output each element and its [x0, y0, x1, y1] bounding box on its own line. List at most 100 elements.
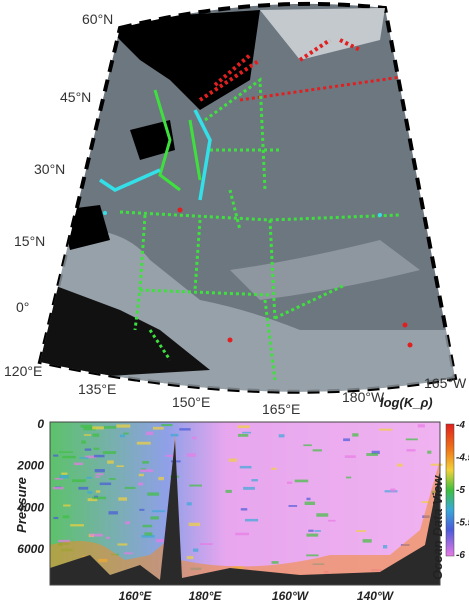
lat-label: 30°N: [34, 161, 65, 177]
x-tick-label: 160°E: [119, 589, 153, 603]
texture: [189, 485, 202, 487]
texture: [200, 543, 213, 545]
texture: [79, 457, 88, 459]
lon-label: 135°E: [78, 381, 116, 397]
texture: [84, 434, 91, 436]
texture: [161, 424, 172, 426]
texture: [152, 510, 165, 512]
colorbar-tick-label: -5.5: [456, 518, 469, 529]
colorbar-credit: Ocean Data View: [430, 475, 445, 580]
lon-label: 180°W: [342, 389, 385, 405]
texture: [106, 537, 110, 539]
texture: [235, 533, 249, 535]
texture: [61, 473, 67, 475]
texture: [243, 487, 255, 490]
texture: [81, 425, 93, 428]
texture: [241, 508, 247, 510]
texture: [345, 455, 356, 458]
texture: [94, 455, 105, 457]
texture: [95, 469, 105, 472]
texture: [171, 434, 179, 437]
texture: [383, 545, 387, 548]
colorbar-tick-label: -6: [456, 550, 465, 561]
lat-label: 15°N: [14, 233, 45, 249]
texture: [295, 480, 308, 483]
texture: [74, 463, 83, 466]
texture: [242, 432, 251, 434]
section-title: log(K_ρ): [380, 395, 433, 410]
texture: [63, 505, 70, 507]
texture: [193, 549, 198, 552]
y-tick-label: 4000: [16, 500, 44, 514]
lon-label: 165°W: [424, 375, 467, 391]
lon-label: 120°E: [4, 363, 42, 379]
texture: [53, 487, 64, 490]
texture: [251, 479, 257, 481]
texture: [279, 434, 285, 437]
texture: [153, 427, 164, 430]
texture: [78, 487, 88, 490]
texture: [418, 424, 425, 427]
texture: [116, 424, 130, 427]
page: {"map": { "lat_labels": ["60°N", "45°N",…: [0, 0, 469, 604]
lon-label: 165°E: [262, 401, 300, 417]
texture: [59, 451, 73, 453]
texture: [288, 505, 297, 507]
texture: [103, 451, 116, 454]
texture: [356, 530, 366, 532]
texture: [143, 525, 153, 527]
texture: [144, 532, 152, 535]
texture: [86, 477, 91, 479]
texture: [306, 534, 318, 537]
texture: [187, 502, 192, 505]
figure: 60°N45°N30°N15°N0°120°E135°E150°E165°E18…: [0, 0, 469, 604]
lat-label: 0°: [16, 299, 29, 315]
texture: [140, 469, 153, 472]
texture: [287, 482, 292, 484]
texture: [363, 539, 372, 542]
texture: [146, 432, 153, 435]
texture: [95, 473, 103, 475]
texture: [187, 556, 194, 559]
texture: [92, 426, 104, 429]
lat-label: 45°N: [60, 89, 91, 105]
texture: [139, 474, 144, 476]
colorbar-tick-label: -5: [456, 485, 465, 496]
texture: [109, 478, 115, 480]
texture: [92, 497, 106, 499]
texture: [406, 438, 418, 440]
texture: [147, 492, 159, 495]
texture: [379, 429, 392, 431]
texture: [81, 440, 86, 443]
colorbar-tick-label: -4: [456, 420, 465, 431]
texture: [308, 530, 313, 532]
texture: [138, 483, 143, 486]
texture: [366, 453, 378, 456]
texture: [179, 428, 190, 430]
texture: [108, 511, 117, 514]
texture: [271, 468, 276, 470]
texture: [406, 449, 415, 451]
texture: [139, 509, 144, 511]
texture: [305, 502, 315, 505]
section: log(K_ρ) Pressure Ocean Data View 020004…: [14, 395, 469, 603]
texture: [303, 444, 312, 446]
texture: [63, 515, 70, 518]
texture: [397, 464, 403, 467]
texture: [100, 483, 111, 486]
texture: [427, 451, 431, 454]
lon-label: 150°E: [172, 394, 210, 410]
texture: [62, 456, 76, 458]
y-tick-label: 6000: [17, 542, 44, 556]
texture: [343, 438, 350, 441]
y-tick-label: 0: [37, 417, 44, 431]
texture: [192, 437, 196, 440]
texture: [390, 488, 395, 491]
texture: [271, 561, 278, 564]
texture: [53, 517, 58, 519]
texture: [142, 461, 149, 464]
texture: [107, 460, 114, 463]
colorbar-tick-label: -4.5: [456, 453, 469, 464]
texture: [314, 530, 320, 532]
